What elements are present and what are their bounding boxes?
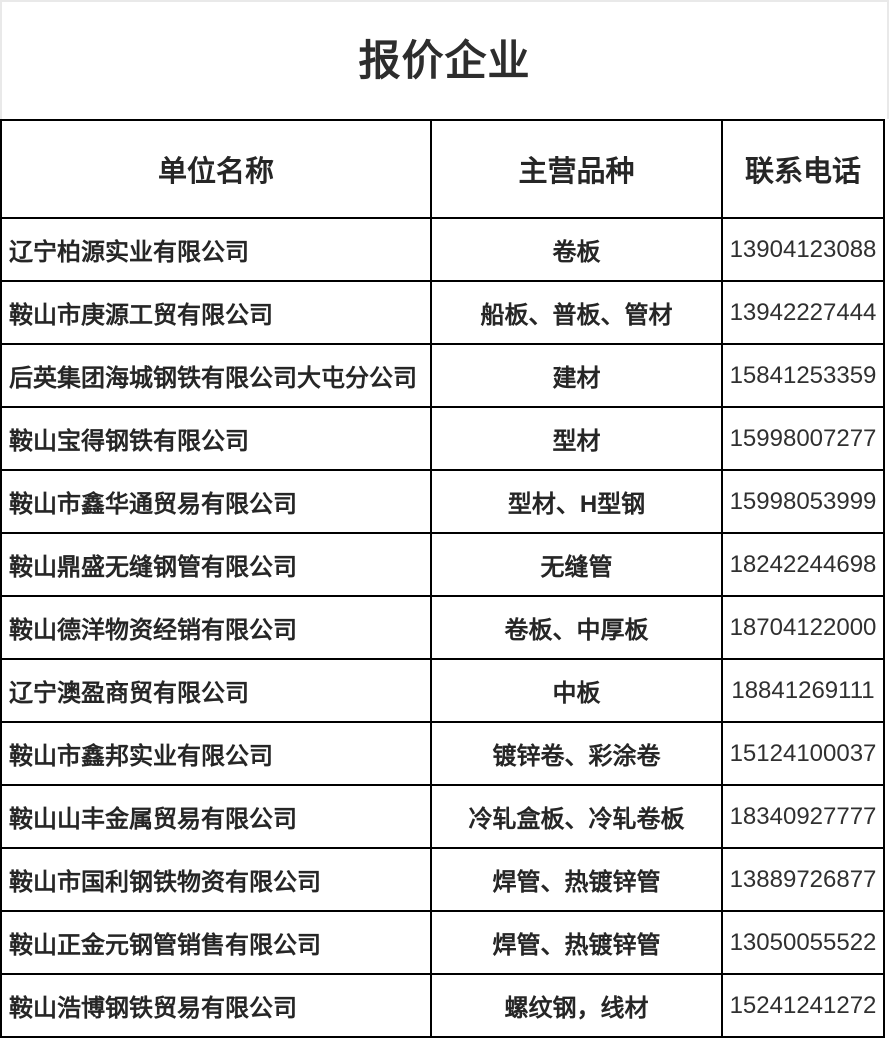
phone-cell: 18841269111: [721, 658, 885, 723]
table-row: 鞍山鼎盛无缝钢管有限公司 无缝管 18242244698: [0, 532, 885, 597]
company-name-cell: 辽宁柏源实业有限公司: [0, 217, 432, 282]
products-cell: 卷板: [430, 217, 723, 282]
phone-cell: 15841253359: [721, 343, 885, 408]
company-name-cell: 鞍山山丰金属贸易有限公司: [0, 784, 432, 849]
company-name-cell: 鞍山浩博钢铁贸易有限公司: [0, 973, 432, 1038]
company-name-cell: 鞍山宝得钢铁有限公司: [0, 406, 432, 471]
table-row: 鞍山正金元钢管销售有限公司 焊管、热镀锌管 13050055522: [0, 910, 885, 975]
table-row: 鞍山德洋物资经销有限公司 卷板、中厚板 18704122000: [0, 595, 885, 660]
products-cell: 冷轧盒板、冷轧卷板: [430, 784, 723, 849]
header-contact-phone: 联系电话: [721, 119, 885, 219]
products-cell: 无缝管: [430, 532, 723, 597]
phone-cell: 15998007277: [721, 406, 885, 471]
phone-cell: 15124100037: [721, 721, 885, 786]
table-row: 鞍山浩博钢铁贸易有限公司 螺纹钢，线材 15241241272: [0, 973, 885, 1038]
table-row: 鞍山宝得钢铁有限公司 型材 15998007277: [0, 406, 885, 471]
company-name-cell: 鞍山市鑫华通贸易有限公司: [0, 469, 432, 534]
table-row: 鞍山市鑫邦实业有限公司 镀锌卷、彩涂卷 15124100037: [0, 721, 885, 786]
table-row: 后英集团海城钢铁有限公司大屯分公司 建材 15841253359: [0, 343, 885, 408]
products-cell: 型材: [430, 406, 723, 471]
phone-cell: 13889726877: [721, 847, 885, 912]
table-row: 鞍山市鑫华通贸易有限公司 型材、H型钢 15998053999: [0, 469, 885, 534]
header-company-name: 单位名称: [0, 119, 432, 219]
table-row: 鞍山市庚源工贸有限公司 船板、普板、管材 13942227444: [0, 280, 885, 345]
products-cell: 卷板、中厚板: [430, 595, 723, 660]
quote-companies-table: 单位名称 主营品种 联系电话 辽宁柏源实业有限公司 卷板 13904123088…: [0, 119, 885, 1038]
phone-cell: 13942227444: [721, 280, 885, 345]
company-name-cell: 辽宁澳盈商贸有限公司: [0, 658, 432, 723]
company-name-cell: 鞍山德洋物资经销有限公司: [0, 595, 432, 660]
header-row: 单位名称 主营品种 联系电话: [0, 119, 885, 219]
title-block: 报价企业: [0, 0, 889, 119]
table-row: 辽宁澳盈商贸有限公司 中板 18841269111: [0, 658, 885, 723]
products-cell: 建材: [430, 343, 723, 408]
company-name-cell: 后英集团海城钢铁有限公司大屯分公司: [0, 343, 432, 408]
company-name-cell: 鞍山鼎盛无缝钢管有限公司: [0, 532, 432, 597]
products-cell: 焊管、热镀锌管: [430, 910, 723, 975]
company-name-cell: 鞍山市庚源工贸有限公司: [0, 280, 432, 345]
products-cell: 中板: [430, 658, 723, 723]
products-cell: 焊管、热镀锌管: [430, 847, 723, 912]
products-cell: 镀锌卷、彩涂卷: [430, 721, 723, 786]
table-body: 辽宁柏源实业有限公司 卷板 13904123088 鞍山市庚源工贸有限公司 船板…: [0, 217, 885, 1038]
phone-cell: 15998053999: [721, 469, 885, 534]
phone-cell: 13904123088: [721, 217, 885, 282]
table-row: 鞍山山丰金属贸易有限公司 冷轧盒板、冷轧卷板 18340927777: [0, 784, 885, 849]
header-main-products: 主营品种: [430, 119, 723, 219]
table-row: 辽宁柏源实业有限公司 卷板 13904123088: [0, 217, 885, 282]
products-cell: 螺纹钢，线材: [430, 973, 723, 1038]
phone-cell: 18242244698: [721, 532, 885, 597]
company-name-cell: 鞍山市国利钢铁物资有限公司: [0, 847, 432, 912]
phone-cell: 18704122000: [721, 595, 885, 660]
table-row: 鞍山市国利钢铁物资有限公司 焊管、热镀锌管 13889726877: [0, 847, 885, 912]
phone-cell: 15241241272: [721, 973, 885, 1038]
phone-cell: 18340927777: [721, 784, 885, 849]
products-cell: 船板、普板、管材: [430, 280, 723, 345]
phone-cell: 13050055522: [721, 910, 885, 975]
company-name-cell: 鞍山市鑫邦实业有限公司: [0, 721, 432, 786]
company-name-cell: 鞍山正金元钢管销售有限公司: [0, 910, 432, 975]
products-cell: 型材、H型钢: [430, 469, 723, 534]
table-header: 单位名称 主营品种 联系电话: [0, 119, 885, 219]
page-title: 报价企业: [358, 36, 531, 84]
